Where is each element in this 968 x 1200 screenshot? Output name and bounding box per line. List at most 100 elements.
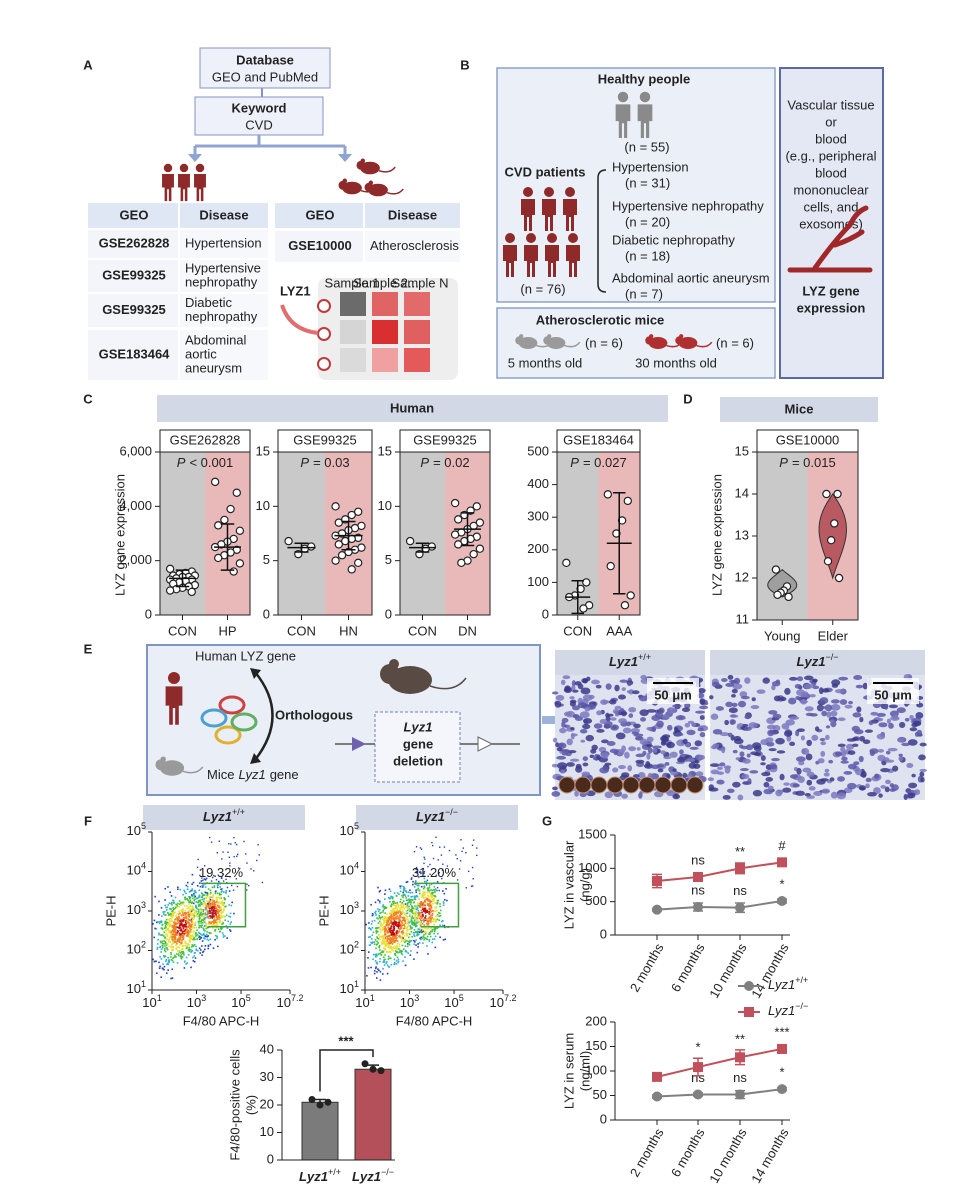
nucleus bbox=[596, 710, 603, 716]
flow-event bbox=[398, 930, 401, 933]
flow-event bbox=[166, 911, 169, 914]
flow-event bbox=[432, 900, 434, 902]
flow-event bbox=[181, 948, 184, 950]
flow-event bbox=[387, 896, 390, 899]
panel-letter: A bbox=[83, 57, 93, 72]
flow-event bbox=[428, 910, 430, 913]
flow-event bbox=[386, 930, 389, 932]
flow-event bbox=[377, 953, 380, 956]
flow-event bbox=[401, 924, 403, 927]
flow-event bbox=[392, 950, 394, 952]
flow-event bbox=[442, 863, 444, 865]
nucleus bbox=[724, 719, 729, 726]
flow-event bbox=[218, 914, 221, 917]
nucleus bbox=[579, 711, 590, 719]
flow-event bbox=[392, 901, 394, 903]
flow-event bbox=[172, 908, 175, 911]
flow-event bbox=[221, 921, 224, 923]
flow-event bbox=[401, 930, 404, 933]
flow-event bbox=[245, 853, 247, 855]
flow-event bbox=[404, 895, 407, 897]
flow-event bbox=[196, 914, 198, 916]
nucleus bbox=[699, 715, 705, 720]
flow-event bbox=[394, 950, 397, 952]
nucleus bbox=[852, 712, 862, 718]
flow-event bbox=[171, 926, 174, 929]
flow-event bbox=[422, 930, 425, 933]
flow-event bbox=[218, 840, 221, 842]
flow-event bbox=[430, 895, 432, 897]
flow-event bbox=[435, 836, 437, 838]
flow-event bbox=[415, 891, 418, 894]
flow-event bbox=[424, 930, 427, 933]
table-cell bbox=[88, 230, 178, 258]
data-point bbox=[361, 1060, 369, 1068]
flow-event bbox=[207, 947, 210, 950]
flow-event bbox=[439, 846, 441, 848]
nucleus bbox=[776, 750, 786, 754]
flow-event bbox=[436, 927, 439, 930]
flow-event bbox=[402, 886, 405, 888]
nucleus bbox=[806, 779, 813, 786]
y-tick-label-part: 10 bbox=[340, 981, 354, 996]
flow-event bbox=[216, 884, 219, 887]
flow-event bbox=[388, 957, 391, 959]
flow-event bbox=[419, 915, 422, 918]
flow-event bbox=[185, 923, 187, 926]
flow-event bbox=[194, 957, 197, 959]
flow-event bbox=[422, 902, 425, 905]
flow-event bbox=[375, 929, 378, 932]
flow-event bbox=[163, 931, 166, 934]
flow-event bbox=[392, 922, 395, 925]
flow-event bbox=[391, 910, 394, 912]
flow-event bbox=[217, 886, 219, 889]
flow-event bbox=[395, 922, 398, 925]
flow-event bbox=[191, 895, 194, 898]
flow-event bbox=[431, 894, 434, 897]
nucleus bbox=[878, 722, 888, 728]
nucleus bbox=[831, 683, 839, 688]
x-tick-label-part: 10 bbox=[142, 995, 156, 1010]
flow-event bbox=[383, 947, 385, 949]
data-point bbox=[693, 1062, 703, 1073]
flow-event bbox=[161, 924, 164, 926]
flow-event bbox=[407, 936, 410, 939]
y-tick-label: 6,000 bbox=[119, 443, 152, 458]
flow-event bbox=[383, 921, 386, 924]
data-point bbox=[369, 1065, 377, 1073]
flow-event bbox=[186, 921, 189, 923]
flow-event bbox=[164, 950, 167, 953]
flow-event bbox=[381, 905, 384, 908]
plot-title-box bbox=[277, 429, 373, 453]
flow-event bbox=[400, 905, 403, 908]
flow-event bbox=[418, 892, 421, 895]
flow-event bbox=[180, 919, 182, 921]
flow-event bbox=[409, 913, 411, 916]
nucleus bbox=[733, 677, 741, 685]
flow-event bbox=[215, 896, 218, 899]
flow-event bbox=[181, 938, 184, 941]
flow-event bbox=[164, 940, 167, 943]
flow-event bbox=[217, 916, 219, 918]
flow-event bbox=[414, 925, 417, 928]
flow-event bbox=[191, 907, 194, 910]
nucleus bbox=[837, 776, 845, 782]
flow-event bbox=[406, 906, 408, 908]
flow-event bbox=[197, 904, 200, 906]
y-tick-label: 101 bbox=[127, 979, 146, 996]
nucleus bbox=[806, 739, 813, 747]
flow-event bbox=[165, 933, 167, 936]
label: Disease bbox=[199, 207, 248, 222]
flow-event bbox=[377, 899, 379, 901]
mouse-icon bbox=[389, 659, 399, 669]
flow-event bbox=[181, 939, 183, 942]
flow-event bbox=[408, 943, 411, 946]
flow-event bbox=[384, 936, 387, 938]
nucleus bbox=[646, 726, 652, 731]
flow-event bbox=[415, 923, 417, 925]
flow-event bbox=[405, 927, 408, 930]
flow-event bbox=[213, 874, 215, 877]
flow-event bbox=[420, 923, 423, 926]
flow-event bbox=[173, 939, 175, 941]
